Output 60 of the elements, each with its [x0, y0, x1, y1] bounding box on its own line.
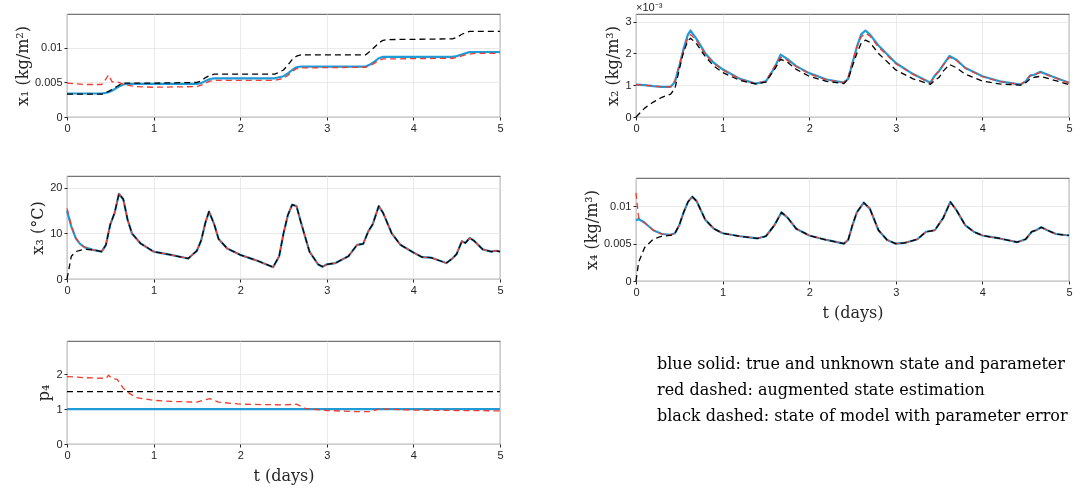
x-tick-label: 3: [324, 448, 331, 461]
x-tick-label: 1: [151, 121, 158, 134]
y-tick-label: 2: [56, 367, 63, 380]
x-tick-label: 2: [237, 448, 244, 461]
y-axis-title: x₁ (kg/m²): [12, 26, 32, 106]
y-tick-label: 0: [56, 272, 63, 285]
x-tick-label: 4: [410, 121, 417, 134]
x-tick-label: 3: [324, 121, 331, 134]
y-tick-label: 0: [625, 110, 632, 123]
y-tick-label: 20: [50, 181, 63, 194]
x-tick-label: 1: [151, 448, 158, 461]
y-tick-label: 1: [56, 402, 63, 415]
x-tick-label: 1: [720, 285, 727, 298]
text: black dashed: state of model with parameter error: [657, 406, 1068, 425]
y-tick-label: 3: [625, 15, 632, 28]
y-tick-label: 2: [625, 46, 632, 59]
x-axis-title: t (days): [822, 302, 884, 322]
y-axis-title: x₃ (°C): [28, 201, 48, 255]
y-tick-label: 0.005: [34, 75, 63, 88]
x-tick-label: 5: [497, 283, 504, 296]
y-tick-label: 0.005: [603, 237, 632, 250]
line-series: [65, 50, 502, 95]
x-tick-label: 1: [151, 283, 158, 296]
x-tick-label: 0: [633, 285, 640, 298]
line-series: [66, 30, 501, 95]
x-axis-title: t (days): [253, 465, 315, 485]
x-tick-label: 0: [64, 448, 71, 461]
x-tick-label: 3: [893, 121, 900, 134]
x-tick-label: 2: [806, 285, 813, 298]
y-tick-label: 0.01: [610, 199, 632, 212]
x-tick-label: 3: [324, 283, 331, 296]
x-tick-label: 2: [237, 121, 244, 134]
text: blue solid: true and unknown state and parameter: [657, 354, 1066, 373]
x-tick-label: 4: [979, 121, 986, 134]
y-tick-label: 0: [625, 274, 632, 287]
y-axis-title: x₄ (kg/m³): [581, 190, 601, 270]
x-tick-label: 1: [720, 121, 727, 134]
x-tick-label: 0: [633, 121, 640, 134]
x-tick-label: 5: [1066, 121, 1073, 134]
line-series: [66, 374, 501, 413]
text: ×10⁻³: [636, 1, 663, 13]
text: red dashed: augmented state estimation: [657, 380, 985, 399]
y-axis-title: p₄: [34, 384, 54, 402]
y-tick-label: 0.01: [41, 41, 63, 54]
x-tick-label: 5: [1066, 285, 1073, 298]
y-tick-label: 0: [56, 437, 63, 450]
x-tick-label: 0: [64, 283, 71, 296]
x-tick-label: 5: [497, 121, 504, 134]
x-tick-label: 4: [410, 283, 417, 296]
y-tick-label: 0: [56, 110, 63, 123]
y-axis-title: x₂ (kg/m³): [603, 26, 623, 106]
y-tick-label: 10: [50, 226, 63, 239]
x-tick-label: 4: [410, 448, 417, 461]
x-tick-label: 5: [497, 448, 504, 461]
y-tick-label: 1: [625, 78, 632, 91]
x-tick-label: 3: [893, 285, 900, 298]
x-tick-label: 4: [979, 285, 986, 298]
x-tick-label: 2: [237, 283, 244, 296]
x-tick-label: 2: [806, 121, 813, 134]
x-tick-label: 0: [64, 121, 71, 134]
